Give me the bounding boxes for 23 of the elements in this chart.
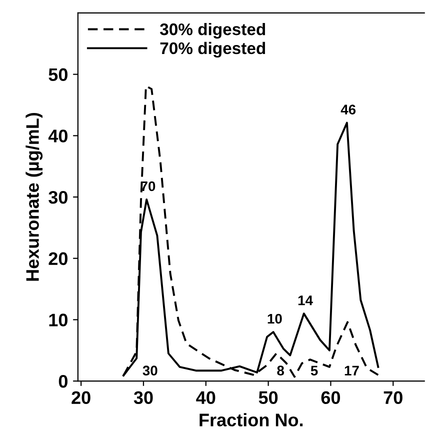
y-tick-label: 10 bbox=[49, 314, 68, 326]
annotation: 17 bbox=[344, 366, 359, 376]
x-tick-label: 20 bbox=[72, 391, 90, 404]
y-tick-label: 20 bbox=[48, 252, 68, 266]
annotation: 46 bbox=[340, 104, 356, 114]
x-tick-label: 30 bbox=[134, 391, 153, 404]
annotation: 8 bbox=[277, 366, 284, 376]
annotation: 5 bbox=[310, 366, 318, 376]
x-tick-label: 60 bbox=[321, 391, 340, 404]
x-axis-title: Fraction No. bbox=[200, 413, 303, 426]
x-tick-label: 50 bbox=[258, 391, 278, 404]
y-axis-title: Hexuronate (µg/mL) bbox=[26, 112, 43, 281]
y-tick-label: 40 bbox=[48, 130, 68, 142]
x-tick-label: 40 bbox=[196, 391, 216, 404]
y-tick-label: 50 bbox=[48, 68, 68, 82]
legend-label: 70% digested bbox=[160, 42, 266, 58]
x-tick-label: 70 bbox=[384, 391, 402, 404]
y-tick-label: 30 bbox=[48, 190, 68, 204]
annotation: 30 bbox=[142, 366, 158, 376]
annotation: 14 bbox=[298, 296, 313, 306]
legend-label: 30% digested bbox=[160, 22, 266, 39]
annotation: 10 bbox=[268, 314, 282, 324]
y-tick-label: 0 bbox=[58, 374, 68, 388]
